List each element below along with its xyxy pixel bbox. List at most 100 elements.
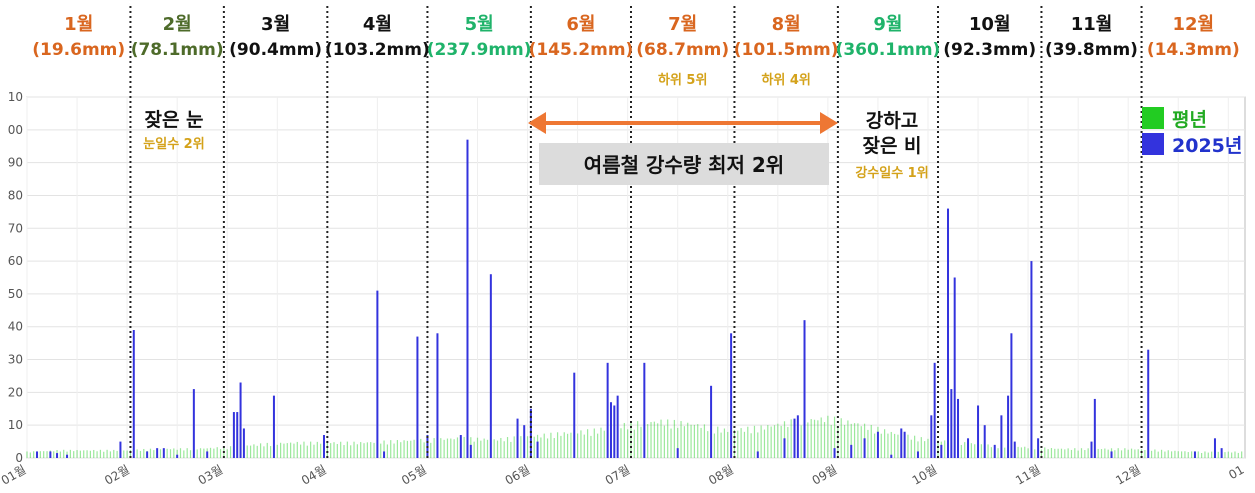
avg-bar xyxy=(1027,448,1029,458)
year-2025-bar xyxy=(803,320,806,458)
avg-bar xyxy=(209,447,212,458)
avg-bar xyxy=(1060,448,1063,458)
avg-bar xyxy=(743,431,746,458)
x-tick-label: 01월 xyxy=(0,462,28,487)
avg-bar xyxy=(366,442,368,458)
avg-bar xyxy=(1130,448,1133,458)
avg-bar xyxy=(620,428,622,458)
year-2025-bar xyxy=(573,372,576,458)
avg-bar xyxy=(777,423,779,458)
avg-bar xyxy=(166,448,168,458)
month-total: (14.3mm) xyxy=(1147,40,1240,60)
avg-bar xyxy=(640,426,642,458)
avg-bar xyxy=(997,448,999,458)
year-2025-bar xyxy=(1147,349,1150,458)
year-2025-bar xyxy=(489,274,492,458)
avg-bar xyxy=(553,438,555,458)
avg-bar xyxy=(1024,446,1026,458)
avg-bar xyxy=(483,438,485,458)
avg-bar xyxy=(680,421,682,458)
avg-bar xyxy=(1050,448,1053,458)
avg-bar xyxy=(43,451,45,458)
avg-bar xyxy=(383,440,385,458)
y-tick-label: 50 xyxy=(8,287,23,301)
avg-bar xyxy=(720,432,722,458)
year-2025-bar xyxy=(876,431,879,458)
x-tick-label: 03월 xyxy=(196,462,226,487)
avg-bar xyxy=(763,429,766,458)
avg-bar xyxy=(510,441,512,458)
avg-bar xyxy=(566,433,569,458)
year-2025-bar xyxy=(783,438,786,458)
year-2025-bar xyxy=(156,448,159,458)
avg-bar xyxy=(136,449,138,458)
avg-bar xyxy=(853,423,856,458)
year-2025-bar xyxy=(900,428,903,458)
avg-bar xyxy=(173,448,175,458)
avg-bar xyxy=(1114,450,1116,458)
avg-bar xyxy=(667,419,669,458)
avg-bar xyxy=(253,444,255,458)
legend-label-avg: 평년 xyxy=(1172,109,1207,131)
avg-bar xyxy=(286,443,288,458)
month-rank: 하위 5위 xyxy=(658,72,707,88)
year-2025-bar xyxy=(609,402,612,458)
legend-label-2025: 2025년 xyxy=(1172,135,1242,157)
avg-bar xyxy=(1004,447,1006,458)
x-tick-label: 10월 xyxy=(910,462,940,487)
x-tick-label: 05월 xyxy=(399,462,429,487)
avg-bar xyxy=(363,443,365,458)
avg-bar xyxy=(687,422,689,458)
avg-bar xyxy=(199,448,202,458)
avg-bar xyxy=(500,438,502,458)
sep-annotation-note: 강수일수 1위 xyxy=(855,165,928,181)
year-2025-bar xyxy=(983,425,986,458)
avg-bar xyxy=(353,441,355,458)
avg-bar xyxy=(1054,448,1056,458)
year-2025-bar xyxy=(950,389,953,458)
avg-bar xyxy=(276,444,278,458)
avg-bar xyxy=(817,420,819,458)
avg-bar xyxy=(463,436,465,458)
avg-bar xyxy=(703,424,706,458)
year-2025-bar xyxy=(933,362,936,458)
avg-bar xyxy=(360,442,362,458)
avg-bar xyxy=(213,448,215,458)
avg-bar xyxy=(476,437,479,458)
avg-bar xyxy=(290,442,292,458)
avg-bar xyxy=(924,441,926,458)
year-2025-bar xyxy=(232,412,235,458)
year-2025-bar xyxy=(977,405,980,458)
avg-bar xyxy=(1160,449,1163,458)
year-2025-bar xyxy=(833,448,836,458)
year-2025-bar xyxy=(616,395,619,458)
avg-bar xyxy=(33,451,35,458)
year-2025-bar xyxy=(1037,438,1040,458)
x-tick-label: 08월 xyxy=(706,462,736,487)
year-2025-bar xyxy=(930,415,933,458)
avg-bar xyxy=(1234,451,1236,458)
year-2025-bar xyxy=(242,428,245,458)
month-total: (145.2mm) xyxy=(529,40,634,60)
year-2025-bar xyxy=(1013,441,1016,458)
avg-bar xyxy=(1197,451,1199,458)
avg-bar xyxy=(123,450,125,458)
avg-bar xyxy=(580,430,582,458)
avg-bar xyxy=(393,443,395,458)
month-name: 10월 xyxy=(969,14,1011,35)
avg-bar xyxy=(159,449,162,458)
avg-bar xyxy=(1164,451,1166,458)
avg-bar xyxy=(1057,448,1059,458)
avg-bar xyxy=(563,432,565,458)
avg-bar xyxy=(296,441,298,458)
avg-bar xyxy=(810,419,812,458)
avg-bar xyxy=(1201,452,1203,458)
avg-bar xyxy=(386,444,388,458)
year-2025-bar xyxy=(863,438,866,458)
year-2025-bar xyxy=(793,418,796,458)
summer-arrow xyxy=(528,112,838,134)
avg-bar xyxy=(79,450,81,458)
avg-bar xyxy=(450,438,452,458)
avg-bar xyxy=(1080,448,1083,458)
